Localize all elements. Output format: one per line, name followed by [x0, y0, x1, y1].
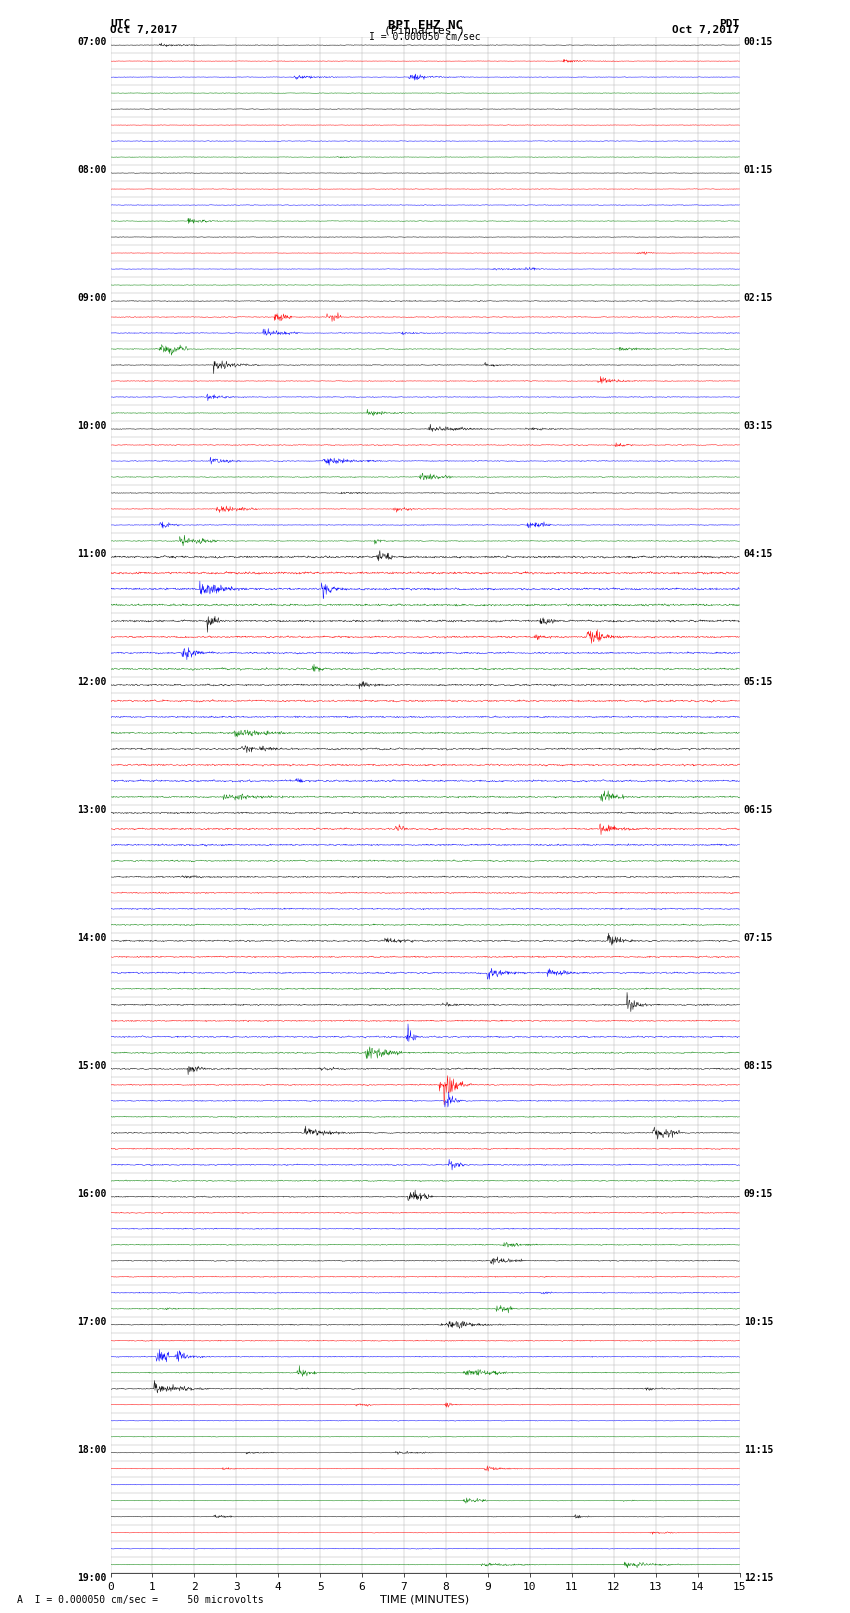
Text: 08:00: 08:00	[77, 165, 106, 176]
Text: BPI EHZ NC: BPI EHZ NC	[388, 18, 462, 32]
Text: 11:15: 11:15	[744, 1445, 773, 1455]
Text: PDT: PDT	[719, 18, 740, 29]
Text: 12:00: 12:00	[77, 677, 106, 687]
Text: 00:15: 00:15	[744, 37, 773, 47]
Text: 14:00: 14:00	[77, 932, 106, 944]
Text: 05:15: 05:15	[744, 677, 773, 687]
Text: 04:15: 04:15	[744, 548, 773, 560]
Text: 18:00: 18:00	[77, 1445, 106, 1455]
Text: 19:00: 19:00	[77, 1573, 106, 1582]
Text: 16:00: 16:00	[77, 1189, 106, 1198]
Text: 09:00: 09:00	[77, 294, 106, 303]
Text: 09:15: 09:15	[744, 1189, 773, 1198]
Text: Oct 7,2017: Oct 7,2017	[672, 24, 740, 35]
Text: 13:00: 13:00	[77, 805, 106, 815]
Text: (Pinnacles ): (Pinnacles )	[384, 24, 466, 35]
Text: 07:00: 07:00	[77, 37, 106, 47]
Text: 07:15: 07:15	[744, 932, 773, 944]
Text: 12:15: 12:15	[744, 1573, 773, 1582]
Text: 06:15: 06:15	[744, 805, 773, 815]
X-axis label: TIME (MINUTES): TIME (MINUTES)	[381, 1595, 469, 1605]
Text: 10:15: 10:15	[744, 1316, 773, 1327]
Text: UTC: UTC	[110, 18, 131, 29]
Text: 15:00: 15:00	[77, 1061, 106, 1071]
Text: 17:00: 17:00	[77, 1316, 106, 1327]
Text: 01:15: 01:15	[744, 165, 773, 176]
Text: A  I = 0.000050 cm/sec =     50 microvolts: A I = 0.000050 cm/sec = 50 microvolts	[17, 1595, 264, 1605]
Text: 08:15: 08:15	[744, 1061, 773, 1071]
Text: 11:00: 11:00	[77, 548, 106, 560]
Text: 02:15: 02:15	[744, 294, 773, 303]
Text: 03:15: 03:15	[744, 421, 773, 431]
Text: Oct 7,2017: Oct 7,2017	[110, 24, 178, 35]
Text: 10:00: 10:00	[77, 421, 106, 431]
Text: I = 0.000050 cm/sec: I = 0.000050 cm/sec	[369, 32, 481, 42]
